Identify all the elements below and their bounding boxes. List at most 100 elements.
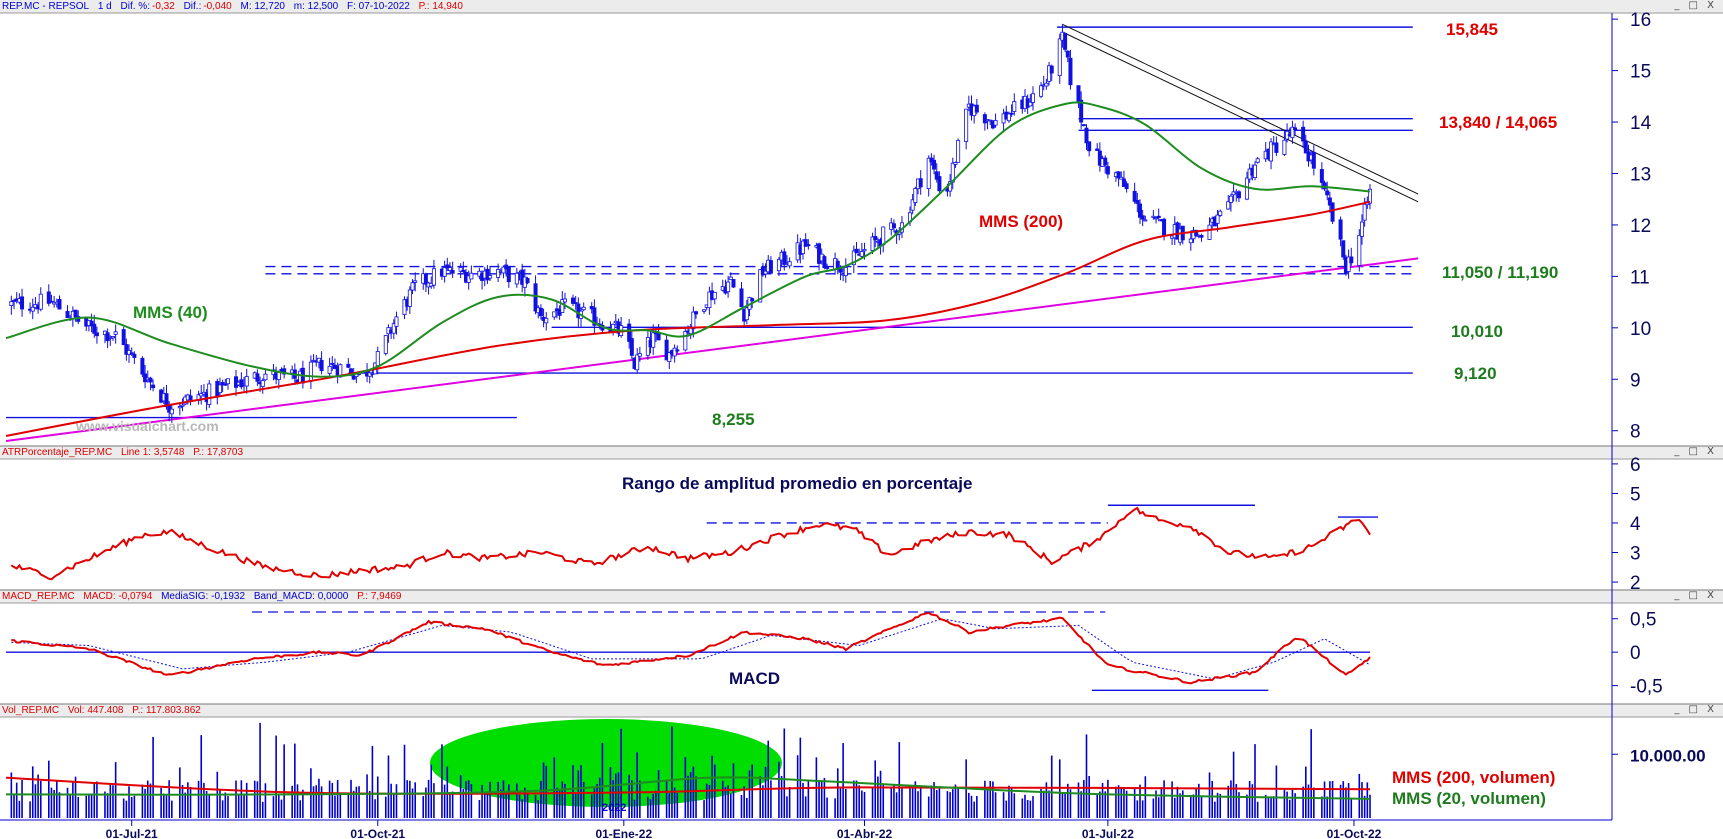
candle-body: [750, 298, 755, 302]
level-label-9120: 9,120: [1454, 364, 1497, 383]
candle-body: [346, 363, 351, 368]
atr-y-tick-label: 3: [1630, 544, 1641, 565]
candle-body: [330, 363, 335, 365]
volume-panel-header: Vol_REP.MC Vol: 447.408 P.: 117.803.862: [2, 704, 207, 717]
min-value: m: 12,500: [293, 1, 339, 12]
candle-body: [918, 178, 923, 188]
dif-value: -0,040: [203, 1, 232, 12]
candle-body: [1162, 218, 1167, 236]
candle-body: [562, 298, 567, 303]
candle-body: [538, 307, 543, 317]
candle-body: [1325, 190, 1330, 196]
candle-body: [1359, 221, 1364, 237]
candle-body: [1124, 183, 1129, 190]
trendline: [1062, 23, 1419, 195]
macd-title: MACD: [729, 669, 780, 688]
candle-body: [1121, 178, 1126, 187]
candle-body: [993, 119, 998, 126]
candle-body: [506, 266, 511, 283]
candle-body: [488, 275, 493, 279]
candle-body: [151, 384, 156, 389]
candle-body: [1132, 190, 1137, 202]
candle-body: [1084, 127, 1089, 144]
candle-body: [744, 307, 749, 321]
candle-body: [1079, 99, 1084, 123]
candle-body: [12, 300, 17, 302]
candle-body: [712, 291, 717, 300]
candle-body: [113, 331, 118, 335]
date-value: F: 07-10-2022: [347, 1, 410, 12]
candle-body: [937, 176, 942, 192]
atr-window-controls[interactable]: _ □ X: [1674, 446, 1717, 457]
candle-body: [9, 301, 14, 306]
candle-body: [1119, 176, 1124, 180]
candle-body: [239, 379, 244, 388]
candle-body: [1357, 235, 1362, 266]
candle-body: [843, 267, 848, 277]
candle-body: [1303, 140, 1308, 154]
macd-window-controls[interactable]: _ □ X: [1674, 590, 1717, 601]
candle-body: [496, 269, 501, 278]
candle-body: [822, 256, 827, 269]
trendline: [1062, 31, 1419, 203]
candle-body: [244, 376, 249, 387]
candle-body: [544, 317, 549, 324]
candle-body: [1103, 157, 1108, 166]
candle-body: [1236, 191, 1241, 199]
period-label: 1 d: [97, 1, 112, 12]
candle-body: [1012, 101, 1017, 112]
candle-body: [1063, 32, 1068, 50]
candle-body: [953, 161, 958, 165]
candle-body: [431, 268, 436, 286]
price-y-tick-label: 11: [1630, 267, 1650, 288]
candle-body: [223, 383, 228, 386]
candle-body: [124, 344, 129, 355]
panel-header-bar: [0, 590, 1723, 603]
candle-body: [1338, 219, 1343, 240]
candle-body: [1349, 256, 1354, 264]
candle-body: [854, 248, 859, 254]
candle-body: [694, 311, 699, 315]
candle-body: [89, 320, 94, 327]
candle-body: [327, 365, 332, 374]
candle-body: [447, 267, 452, 271]
candle-body: [65, 310, 70, 318]
vol-p-value: P.: 117.803.862: [132, 705, 201, 716]
macd-y-tick-label: 0,5: [1630, 610, 1656, 631]
candle-body: [803, 239, 808, 247]
candle-body: [1274, 142, 1279, 153]
macd-p-value: P.: 7,9469: [357, 591, 402, 602]
candle-body: [49, 300, 54, 303]
price-y-tick-label: 12: [1630, 216, 1651, 237]
volume-window-controls[interactable]: _ □ X: [1674, 704, 1717, 715]
vol-sma20-line: [5, 776, 1371, 800]
level-label-15845: 15,845: [1446, 20, 1498, 39]
candle-body: [1151, 215, 1156, 218]
x-tick-label: 01-Oct-22: [1327, 827, 1382, 839]
candle-body: [1135, 200, 1140, 204]
atr-y-tick-label: 2: [1630, 573, 1641, 594]
candle-body: [110, 336, 115, 339]
candle-body: [782, 251, 787, 265]
candle-body: [177, 406, 182, 409]
price-window-controls[interactable]: _ □ X: [1674, 0, 1717, 11]
candle-body: [691, 311, 696, 330]
candle-body: [635, 354, 640, 371]
x-tick-label: 01-Oct-21: [350, 827, 405, 839]
candle-body: [664, 339, 669, 361]
macd-value: MACD: -0,0794: [83, 591, 153, 602]
candle-body: [637, 353, 642, 357]
candle-body: [763, 270, 768, 275]
candle-body: [407, 289, 412, 307]
vol-value: Vol: 447.408: [67, 705, 124, 716]
candle-body: [46, 291, 51, 304]
candle-body: [956, 140, 961, 163]
candle-body: [282, 368, 287, 375]
candle-body: [1068, 57, 1073, 86]
price-value: P.: 14,940: [418, 1, 463, 12]
candle-body: [394, 316, 399, 327]
candle-body: [485, 268, 490, 281]
candle-body: [1087, 141, 1092, 152]
candle-body: [731, 279, 736, 288]
year-label: 2022: [602, 802, 627, 814]
